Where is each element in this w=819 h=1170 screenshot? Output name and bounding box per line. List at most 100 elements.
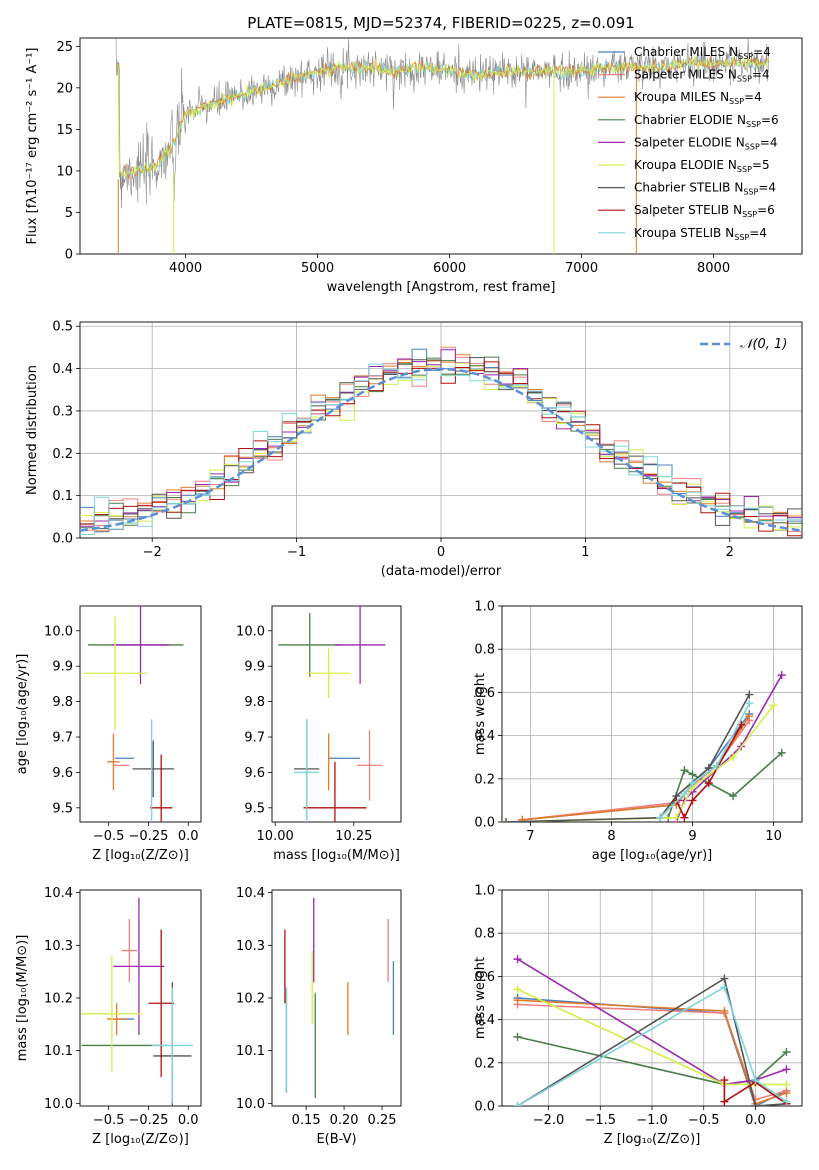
y-tick-label: 25 bbox=[56, 40, 73, 55]
x-tick-label: −0.5 bbox=[688, 1113, 720, 1128]
x-tick-label: 7000 bbox=[565, 261, 598, 276]
series bbox=[513, 955, 791, 1106]
y-tick-label: 10.4 bbox=[44, 886, 73, 901]
legend-nssp: 4 bbox=[763, 45, 771, 59]
x-tick-label: −2 bbox=[143, 545, 162, 560]
legend-eq: = bbox=[749, 226, 759, 240]
legend-nssp: 4 bbox=[762, 68, 770, 82]
legend-label: Kroupa STELIB NSSP=4 bbox=[634, 226, 767, 242]
series-line-6 bbox=[506, 694, 751, 822]
y-tick-label: 9.5 bbox=[52, 801, 73, 816]
errorbar-point bbox=[303, 761, 367, 822]
series-marker bbox=[745, 699, 754, 708]
x-axis-label: age [log₁₀(age/yr)] bbox=[592, 848, 713, 863]
x-tick-label: −2.0 bbox=[533, 1113, 565, 1128]
axes-mass-vs-Z: −0.5 −0.25 0.0 10.0 10.1 10.2 10.3 10.4 Z [log₁₀… bbox=[15, 886, 202, 1147]
histograms bbox=[80, 346, 802, 537]
errorbar-point bbox=[150, 754, 173, 822]
points bbox=[278, 606, 386, 822]
legend-label: Salpeter ELODIE NSSP=4 bbox=[634, 135, 777, 151]
x-tick-label: 8 bbox=[607, 829, 615, 844]
legend-label: Salpeter MILES NSSP=4 bbox=[634, 68, 770, 84]
series-marker bbox=[513, 1032, 522, 1041]
x-axis-label: wavelength [Angstrom, rest frame] bbox=[327, 280, 556, 295]
x-tick-label: −0.25 bbox=[129, 829, 169, 844]
errorbar-point bbox=[111, 606, 170, 684]
legend-sub: SSP bbox=[745, 142, 760, 151]
legend-model: Salpeter ELODIE bbox=[634, 135, 732, 149]
y-tick-label: 0.0 bbox=[474, 1100, 495, 1115]
series-marker bbox=[513, 985, 522, 994]
axes-frame bbox=[79, 321, 803, 539]
x-tick-label: 0.0 bbox=[745, 1113, 766, 1128]
points bbox=[83, 606, 184, 822]
series-marker bbox=[672, 813, 681, 822]
x-tick-label: 10 bbox=[765, 829, 782, 844]
errorbar-point bbox=[83, 616, 147, 730]
legend-nssp: 4 bbox=[759, 226, 767, 240]
y-tick-label: 0.2 bbox=[474, 1056, 495, 1071]
axes-residuals: −2 −1 0 1 2 0.0 0.1 0.2 0.3 0.4 0.5 (data-model)/er… bbox=[25, 320, 803, 579]
x-tick-label: 0.15 bbox=[292, 1113, 321, 1128]
legend-sub: SSP bbox=[737, 75, 752, 84]
y-tick-label: 10.0 bbox=[236, 624, 265, 639]
legend-model: Salpeter STELIB bbox=[634, 203, 729, 217]
y-tick-label: 0 bbox=[65, 248, 73, 263]
errorbar-point bbox=[356, 729, 383, 801]
y-tick-label: 0.4 bbox=[474, 1013, 495, 1028]
legend-n: N bbox=[737, 113, 746, 127]
series-line-5 bbox=[517, 988, 787, 1086]
legend-label: Kroupa ELODIE NSSP=5 bbox=[634, 158, 770, 174]
errorbar-point bbox=[294, 719, 320, 822]
legend-n: N bbox=[728, 158, 737, 172]
series-line-8 bbox=[517, 986, 787, 1106]
series-marker bbox=[688, 796, 697, 805]
x-axis-label: Z [log₁₀(Z/Z⊙)] bbox=[604, 1132, 701, 1147]
legend-model: Salpeter MILES bbox=[634, 68, 724, 82]
x-tick-label: −0.25 bbox=[129, 1113, 169, 1128]
legend-nssp: 6 bbox=[767, 203, 775, 217]
y-tick-label: 0.3 bbox=[52, 404, 73, 419]
errorbar-point bbox=[151, 987, 194, 1104]
series-marker bbox=[782, 1065, 791, 1074]
x-axis-label: mass [log₁₀(M/M⊙)] bbox=[273, 848, 400, 863]
series-marker bbox=[513, 955, 522, 964]
axes-frame bbox=[501, 605, 803, 823]
legend-eq: = bbox=[753, 45, 763, 59]
y-tick-label: 0.4 bbox=[52, 362, 73, 377]
legend-n: N bbox=[720, 90, 729, 104]
series-marker bbox=[518, 815, 527, 822]
points bbox=[81, 897, 194, 1106]
legend-label: Chabrier ELODIE NSSP=6 bbox=[634, 113, 779, 129]
x-tick-label: 0.0 bbox=[178, 1113, 199, 1128]
x-tick-label: 9 bbox=[688, 829, 696, 844]
y-axis-label: Flux [fλ10⁻¹⁷ erg cm⁻² s⁻¹ A⁻¹] bbox=[25, 48, 40, 245]
errorbar-point bbox=[306, 648, 351, 699]
y-tick-label: 10 bbox=[56, 164, 73, 179]
y-tick-label: 0.0 bbox=[52, 532, 73, 547]
y-tick-label: 9.8 bbox=[52, 695, 73, 710]
y-tick-label: 10.0 bbox=[44, 1097, 73, 1112]
legend-label: 𝒩(0, 1) bbox=[740, 337, 787, 352]
series-marker bbox=[688, 779, 697, 788]
y-tick-label: 9.9 bbox=[52, 660, 73, 675]
y-axis-label: mass [log₁₀(M/M⊙)] bbox=[15, 935, 30, 1062]
legend-model: Chabrier STELIB bbox=[634, 181, 730, 195]
series-line-4 bbox=[517, 958, 787, 1086]
y-axis-label: mass weight bbox=[473, 957, 488, 1039]
series-marker bbox=[672, 796, 681, 805]
series bbox=[502, 671, 786, 822]
legend-label: Kroupa MILES NSSP=4 bbox=[634, 90, 762, 106]
y-tick-label: 10.3 bbox=[236, 939, 265, 954]
legend-eq: = bbox=[758, 181, 768, 195]
y-tick-label: 9.7 bbox=[52, 731, 73, 746]
x-tick-label: 1 bbox=[581, 545, 589, 560]
x-tick-label: −1.0 bbox=[636, 1113, 668, 1128]
x-tick-label: 2 bbox=[726, 545, 734, 560]
legend-model: Kroupa ELODIE bbox=[634, 158, 724, 172]
axes-weight-vs-Z: −2.0 −1.5 −1.0 −0.5 0.0 0.0 0.2 0.4 0.6 0.8 1.0 Z [… bbox=[473, 884, 803, 1147]
x-tick-label: 7 bbox=[526, 829, 534, 844]
errorbar-point bbox=[278, 613, 342, 677]
legend-eq: = bbox=[744, 90, 754, 104]
